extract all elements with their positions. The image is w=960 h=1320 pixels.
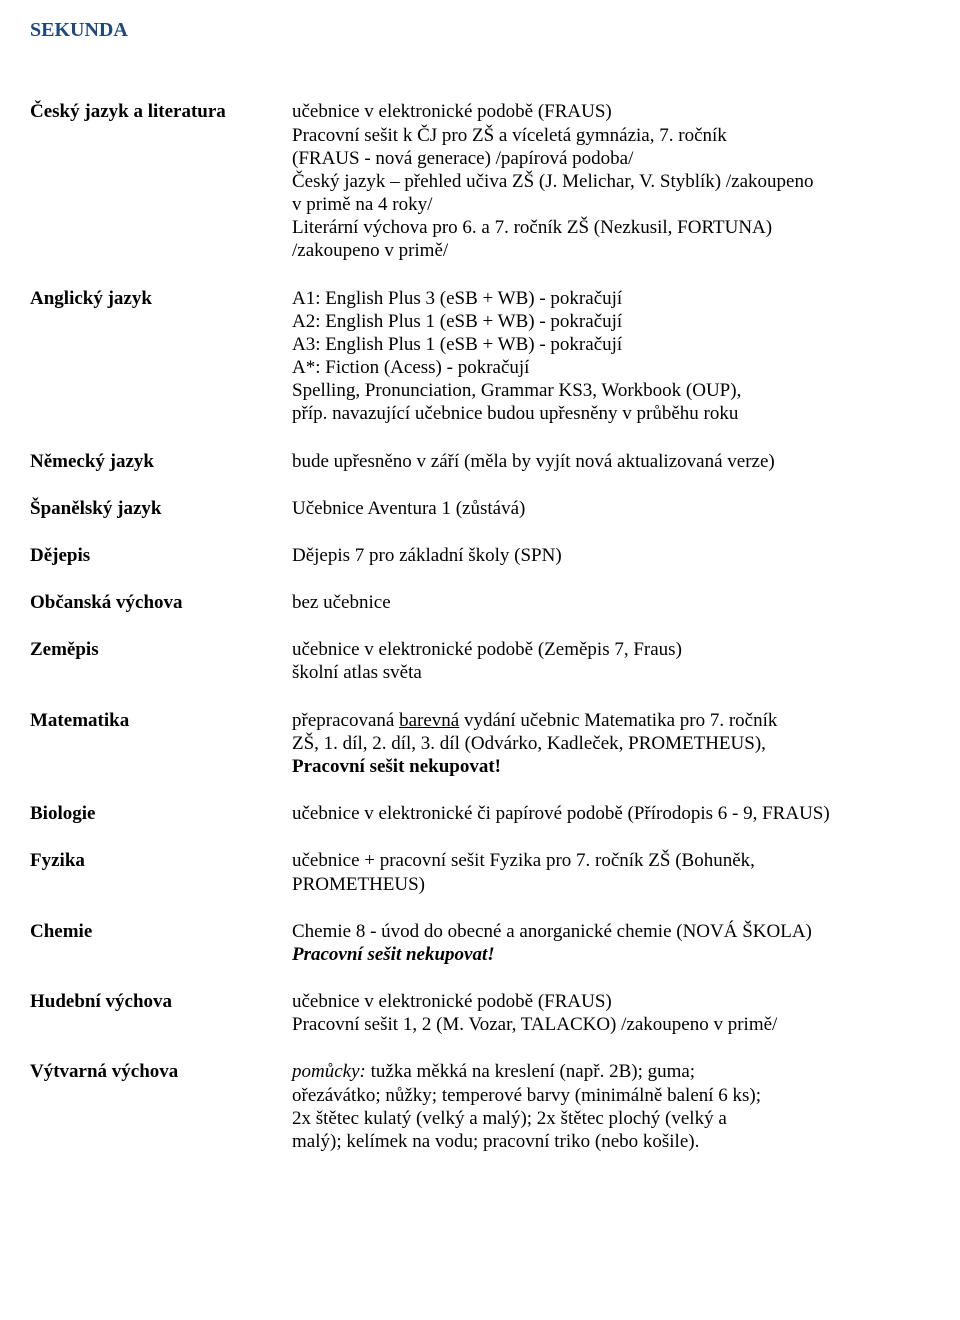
text-underline: barevná [399, 710, 459, 731]
subject-desc: Chemie 8 - úvod do obecné a anorganické … [292, 920, 922, 966]
subject-desc: přepracovaná barevná vydání učebnic Mate… [292, 709, 922, 779]
subject-label: Český jazyk a literatura [30, 100, 292, 123]
text-line: A3: English Plus 1 (eSB + WB) - pokračuj… [292, 333, 922, 356]
subject-desc: bez učebnice [292, 591, 922, 614]
text-line: učebnice v elektronické podobě (FRAUS) [292, 100, 922, 123]
subject-row-dejepis: Dějepis Dějepis 7 pro základní školy (SP… [30, 544, 922, 567]
subject-row-hv: Hudební výchova učebnice v elektronické … [30, 990, 922, 1036]
subject-label: Španělský jazyk [30, 497, 292, 520]
text-line: učebnice v elektronické či papírové podo… [292, 802, 922, 825]
document-page: SEKUNDA Český jazyk a literatura učebnic… [0, 0, 960, 1320]
subject-label: Biologie [30, 802, 292, 825]
text-italic: pomůcky: [292, 1061, 366, 1082]
subject-row-ov: Občanská výchova bez učebnice [30, 591, 922, 614]
text-line: /zakoupeno v primě/ [292, 239, 922, 262]
text-line: příp. navazující učebnice budou upřesněn… [292, 402, 922, 425]
text-line: učebnice v elektronické podobě (Zeměpis … [292, 638, 922, 661]
subject-desc: A1: English Plus 3 (eSB + WB) - pokračuj… [292, 287, 922, 426]
subject-row-anglicky: Anglický jazyk A1: English Plus 3 (eSB +… [30, 287, 922, 426]
subject-row-biologie: Biologie učebnice v elektronické či papí… [30, 802, 922, 825]
subject-row-chemie: Chemie Chemie 8 - úvod do obecné a anorg… [30, 920, 922, 966]
text-span: vydání učebnic Matematika pro 7. ročník [459, 710, 777, 731]
subject-label: Zeměpis [30, 638, 292, 661]
text-line: učebnice + pracovní sešit Fyzika pro 7. … [292, 849, 922, 872]
subject-label: Dějepis [30, 544, 292, 567]
subject-desc: bude upřesněno v září (měla by vyjít nov… [292, 450, 922, 473]
subject-label: Výtvarná výchova [30, 1060, 292, 1083]
subject-row-cesky: Český jazyk a literatura učebnice v elek… [30, 100, 922, 262]
subject-label: Německý jazyk [30, 450, 292, 473]
subject-label: Občanská výchova [30, 591, 292, 614]
subject-desc: učebnice + pracovní sešit Fyzika pro 7. … [292, 849, 922, 895]
subject-desc: pomůcky: tužka měkká na kreslení (např. … [292, 1060, 922, 1153]
text-line: přepracovaná barevná vydání učebnic Mate… [292, 709, 922, 732]
subject-desc: učebnice v elektronické podobě (FRAUS) P… [292, 990, 922, 1036]
subject-label: Fyzika [30, 849, 292, 872]
text-line: Dějepis 7 pro základní školy (SPN) [292, 544, 922, 567]
text-line: 2x štětec kulatý (velký a malý); 2x štět… [292, 1107, 922, 1130]
page-title: SEKUNDA [30, 18, 922, 42]
subject-row-vv: Výtvarná výchova pomůcky: tužka měkká na… [30, 1060, 922, 1153]
text-line: PROMETHEUS) [292, 873, 922, 896]
subject-desc: učebnice v elektronické či papírové podo… [292, 802, 922, 825]
text-span: přepracovaná [292, 710, 399, 731]
subject-desc: učebnice v elektronické podobě (FRAUS) P… [292, 100, 922, 262]
text-line: ořezávátko; nůžky; temperové barvy (mini… [292, 1084, 922, 1107]
subject-row-nemecky: Německý jazyk bude upřesněno v září (měl… [30, 450, 922, 473]
text-line: Chemie 8 - úvod do obecné a anorganické … [292, 920, 922, 943]
subject-row-spanelsky: Španělský jazyk Učebnice Aventura 1 (zůs… [30, 497, 922, 520]
text-line: Literární výchova pro 6. a 7. ročník ZŠ … [292, 216, 922, 239]
subject-label: Matematika [30, 709, 292, 732]
text-line: A2: English Plus 1 (eSB + WB) - pokračuj… [292, 310, 922, 333]
subject-label: Hudební výchova [30, 990, 292, 1013]
text-line: A1: English Plus 3 (eSB + WB) - pokračuj… [292, 287, 922, 310]
subject-row-zemepis: Zeměpis učebnice v elektronické podobě (… [30, 638, 922, 684]
subject-row-fyzika: Fyzika učebnice + pracovní sešit Fyzika … [30, 849, 922, 895]
subject-label: Chemie [30, 920, 292, 943]
text-line: Spelling, Pronunciation, Grammar KS3, Wo… [292, 379, 922, 402]
subject-desc: Učebnice Aventura 1 (zůstává) [292, 497, 922, 520]
text-line: učebnice v elektronické podobě (FRAUS) [292, 990, 922, 1013]
text-bold-italic: Pracovní sešit nekupovat! [292, 943, 922, 966]
text-line: v primě na 4 roky/ [292, 193, 922, 216]
text-line: Pracovní sešit k ČJ pro ZŠ a víceletá gy… [292, 124, 922, 147]
text-line: (FRAUS - nová generace) /papírová podoba… [292, 147, 922, 170]
text-line: malý); kelímek na vodu; pracovní triko (… [292, 1130, 922, 1153]
text-line: bez učebnice [292, 591, 922, 614]
text-line: pomůcky: tužka měkká na kreslení (např. … [292, 1060, 922, 1083]
subject-desc: učebnice v elektronické podobě (Zeměpis … [292, 638, 922, 684]
text-line: A*: Fiction (Acess) - pokračují [292, 356, 922, 379]
text-line: Pracovní sešit 1, 2 (M. Vozar, TALACKO) … [292, 1013, 922, 1036]
text-span: tužka měkká na kreslení (např. 2B); guma… [366, 1061, 695, 1082]
text-line: Učebnice Aventura 1 (zůstává) [292, 497, 922, 520]
text-line: Český jazyk – přehled učiva ZŠ (J. Melic… [292, 170, 922, 193]
text-line: ZŠ, 1. díl, 2. díl, 3. díl (Odvárko, Kad… [292, 732, 922, 755]
text-bold: Pracovní sešit nekupovat! [292, 755, 922, 778]
subject-row-matematika: Matematika přepracovaná barevná vydání u… [30, 709, 922, 779]
text-line: bude upřesněno v září (měla by vyjít nov… [292, 450, 922, 473]
subject-label: Anglický jazyk [30, 287, 292, 310]
text-line: školní atlas světa [292, 661, 922, 684]
subject-desc: Dějepis 7 pro základní školy (SPN) [292, 544, 922, 567]
